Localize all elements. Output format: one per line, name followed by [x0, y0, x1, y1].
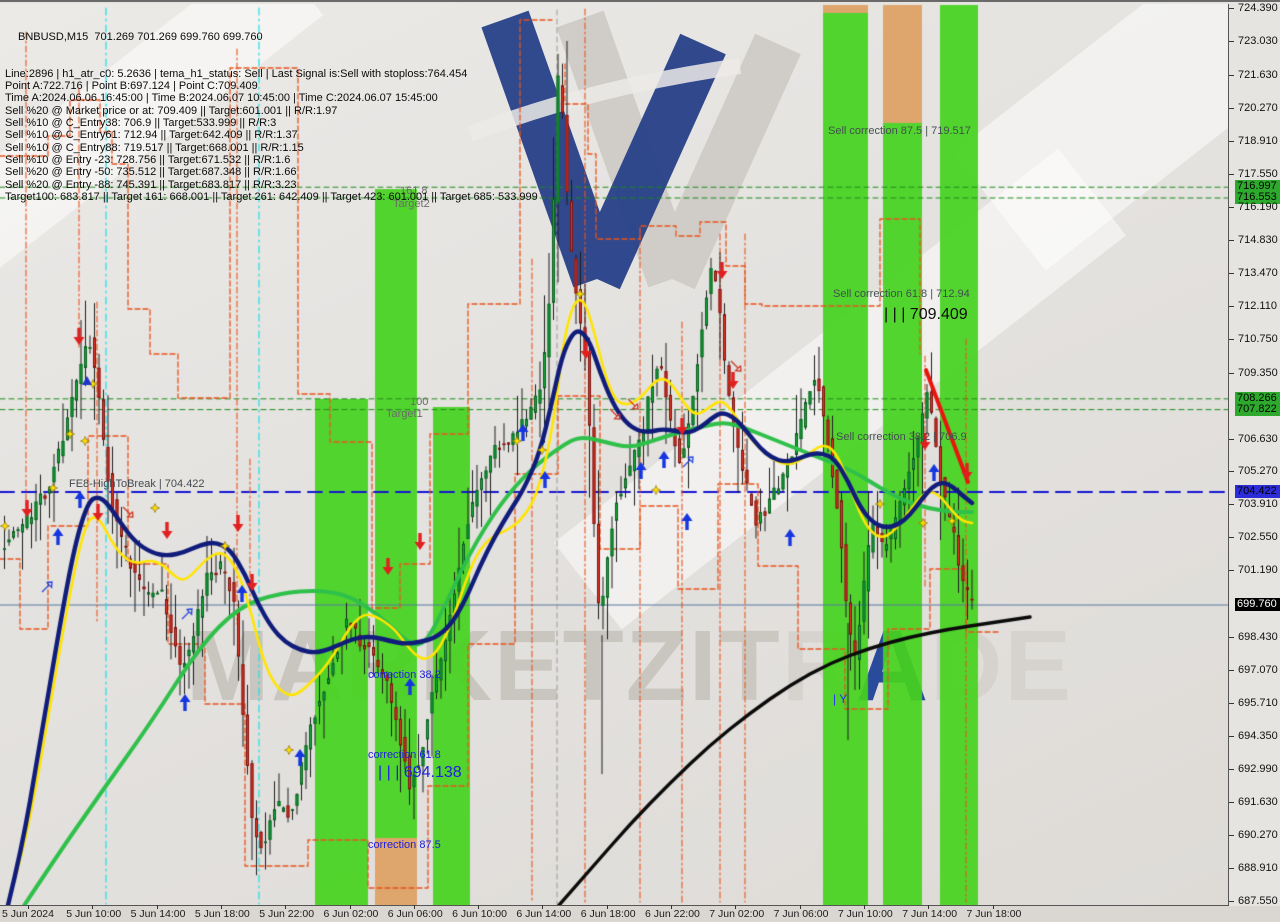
price-tag-green: 707.822: [1235, 402, 1280, 416]
price-tick: [1229, 769, 1234, 771]
time-label: 6 Jun 02:00: [323, 908, 379, 920]
price-label: 712.110: [1238, 299, 1277, 312]
time-label: 7 Jun 18:00: [966, 908, 1022, 920]
time-tick: [992, 905, 994, 909]
price-tick: [1229, 206, 1234, 208]
time-tick: [156, 905, 158, 909]
price-label: 717.550: [1238, 167, 1278, 180]
price-label: 698.430: [1238, 631, 1278, 644]
time-label: 7 Jun 14:00: [902, 908, 958, 920]
time-label: 6 Jun 14:00: [516, 908, 572, 920]
price-label: 720.270: [1238, 101, 1278, 114]
price-tag-green: 716.997: [1235, 180, 1280, 194]
price-tick: [1229, 140, 1234, 142]
price-tick: [1229, 868, 1234, 870]
time-label: 5 Jun 2024: [2, 908, 54, 920]
price-axis[interactable]: 724.390 723.030 721.630 720.270 718.910 717.5…: [1229, 2, 1280, 907]
price-label: 718.910: [1238, 134, 1278, 147]
price-label: 687.550: [1238, 895, 1278, 907]
price-tick: [1229, 901, 1234, 902]
time-tick: [799, 905, 801, 909]
price-tick: [1229, 835, 1234, 837]
price-tick: [1229, 802, 1234, 804]
time-label: 5 Jun 22:00: [259, 908, 315, 920]
price-tick: [1229, 239, 1234, 241]
price-label: 705.270: [1238, 465, 1278, 478]
price-label: 721.630: [1238, 68, 1278, 81]
chart-canvas[interactable]: [0, 4, 1228, 905]
time-tick: [92, 905, 94, 909]
price-label: 723.030: [1238, 34, 1278, 47]
price-tick: [1229, 173, 1234, 175]
price-tick: [1229, 338, 1234, 340]
price-label: 691.630: [1238, 796, 1278, 809]
time-label: 7 Jun 02:00: [709, 908, 765, 920]
price-tick: [1229, 74, 1234, 76]
time-label: 5 Jun 14:00: [130, 908, 186, 920]
price-tick: [1229, 107, 1234, 109]
price-label: 694.350: [1238, 730, 1278, 743]
time-tick: [542, 905, 544, 909]
price-label: 716.190: [1238, 200, 1278, 213]
price-tick: [1229, 8, 1234, 9]
time-label: 5 Jun 18:00: [194, 908, 250, 920]
time-label: 6 Jun 06:00: [387, 908, 443, 920]
time-label: 7 Jun 06:00: [773, 908, 829, 920]
time-axis[interactable]: 5 Jun 2024 5 Jun 10:00 5 Jun 14:00 5 Jun 18…: [0, 905, 1280, 922]
price-label: 714.830: [1238, 233, 1278, 246]
price-label: 724.390: [1238, 2, 1278, 14]
price-label: 695.710: [1238, 697, 1278, 710]
price-label: 690.270: [1238, 829, 1278, 842]
price-tag-green: 708.266: [1235, 391, 1280, 405]
time-label: 7 Jun 10:00: [837, 908, 893, 920]
price-tick: [1229, 438, 1234, 440]
price-label: 697.070: [1238, 664, 1278, 677]
time-tick: [928, 905, 930, 909]
price-tag-black: 699.760: [1235, 598, 1280, 612]
price-label: 702.550: [1238, 531, 1278, 544]
price-tick: [1229, 736, 1234, 738]
time-tick: [478, 905, 480, 909]
price-label: 692.990: [1238, 763, 1278, 776]
price-label: 701.190: [1238, 564, 1278, 577]
price-label: 713.470: [1238, 266, 1278, 279]
time-label: 5 Jun 10:00: [66, 908, 122, 920]
price-label: 710.750: [1238, 332, 1278, 345]
time-tick: [606, 905, 608, 909]
time-label: 6 Jun 22:00: [645, 908, 700, 920]
price-tick: [1229, 570, 1234, 572]
time-tick: [285, 905, 287, 909]
price-tick: [1229, 372, 1234, 374]
price-tick: [1229, 504, 1234, 506]
price-label: 703.910: [1238, 498, 1278, 511]
price-tick: [1229, 703, 1234, 705]
price-label: 709.350: [1238, 366, 1278, 379]
time-tick: [671, 905, 672, 909]
time-label: 6 Jun 18:00: [580, 908, 636, 920]
price-tick: [1229, 670, 1234, 672]
time-label: 6 Jun 10:00: [452, 908, 507, 920]
time-tick: [220, 905, 222, 909]
price-tick: [1229, 637, 1234, 639]
price-label: 706.630: [1238, 432, 1278, 445]
time-tick: [863, 905, 865, 909]
chart-plot-area[interactable]: MARKETZITRADE 161.8Target2100Target1FE8-…: [0, 4, 1229, 906]
price-tag-blue: 704.422: [1235, 485, 1280, 499]
time-tick: [413, 905, 415, 909]
price-tag-green: 716.553: [1235, 190, 1280, 204]
price-tick: [1229, 40, 1234, 42]
price-tick: [1229, 272, 1234, 274]
time-tick: [735, 905, 737, 909]
price-tick: [1229, 305, 1234, 307]
price-tick: [1229, 537, 1234, 539]
price-tick: [1229, 471, 1234, 473]
price-label: 688.910: [1238, 862, 1278, 875]
time-tick: [349, 905, 351, 909]
time-tick: [28, 905, 29, 909]
